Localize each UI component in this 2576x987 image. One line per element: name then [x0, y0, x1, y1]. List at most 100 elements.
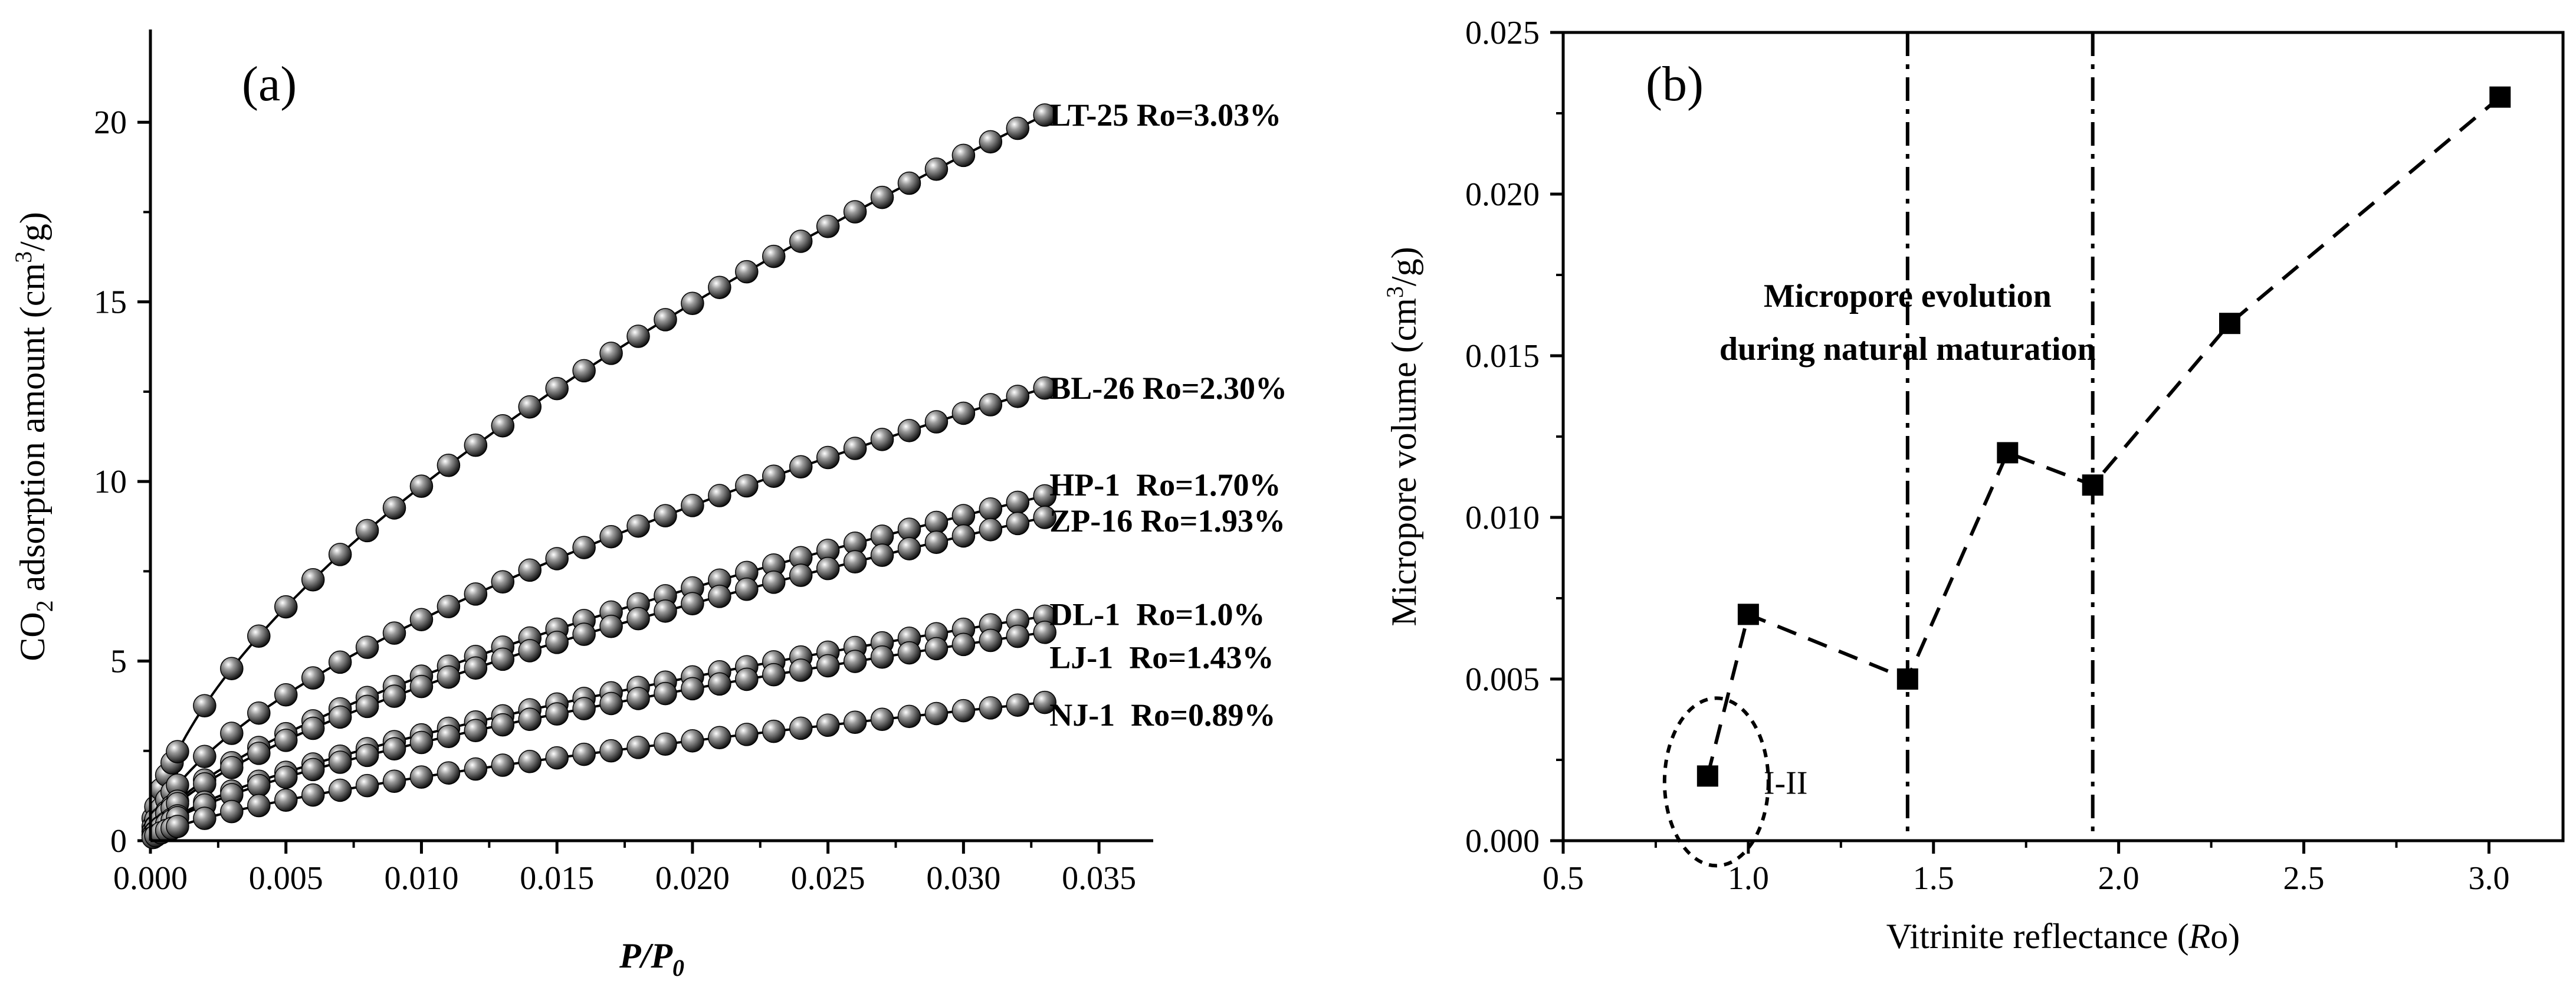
y-ticks-a: 0 5 10 15 20 — [94, 104, 150, 860]
data-point — [328, 778, 352, 802]
y-tick-label: 0 — [110, 823, 127, 860]
x-axis-label-b: Vitrinite reflectance (Ro) — [1886, 917, 2240, 956]
data-point — [843, 550, 867, 574]
series-label: DL-1 Ro=1.0% — [1049, 596, 1265, 632]
data-point — [654, 308, 677, 332]
data-point — [708, 726, 731, 750]
plot-frame-a — [150, 32, 1153, 841]
data-point — [897, 419, 921, 442]
data-point — [247, 701, 271, 725]
data-point — [545, 702, 569, 726]
x-tick-label: 1.0 — [1728, 860, 1769, 897]
x-tick-label: 0.020 — [655, 860, 730, 897]
data-point — [870, 428, 894, 451]
data-point — [816, 654, 840, 678]
micropore-trend-line — [1705, 96, 2502, 777]
data-point — [2082, 474, 2104, 496]
data-point — [328, 650, 352, 674]
y-ticks-b: 0.000 0.005 0.010 0.015 0.020 0.025 — [1465, 15, 1563, 860]
adsorption-points — [141, 103, 1056, 850]
data-point — [1006, 511, 1030, 536]
data-point — [708, 484, 731, 507]
data-point — [355, 519, 379, 543]
data-point — [491, 647, 515, 671]
data-point — [545, 746, 569, 770]
data-point — [437, 595, 461, 618]
data-point — [301, 716, 325, 740]
data-point — [247, 624, 271, 648]
data-point — [626, 514, 650, 538]
data-point — [409, 608, 434, 631]
data-point — [708, 276, 731, 299]
x-axis-label-a: P/P0 — [619, 936, 684, 981]
data-point — [870, 645, 894, 669]
data-point — [545, 547, 569, 570]
series-label: HP-1 Ro=1.70% — [1049, 467, 1281, 503]
panel-label-a: (a) — [242, 57, 297, 112]
series-label: ZP-16 Ro=1.93% — [1049, 503, 1285, 539]
series-line — [149, 516, 1045, 841]
data-point — [599, 342, 623, 365]
y-tick-label: 5 — [110, 644, 127, 680]
data-point — [491, 570, 515, 594]
data-point — [166, 815, 189, 838]
plot-frame-b — [1561, 31, 2565, 842]
data-point — [1737, 604, 1759, 625]
data-point — [166, 740, 189, 763]
data-point — [762, 570, 786, 594]
data-point — [328, 705, 352, 729]
data-point — [843, 710, 867, 734]
data-point — [897, 704, 921, 729]
series-label: LJ-1 Ro=1.43% — [1049, 640, 1274, 675]
data-point — [924, 530, 949, 554]
data-point — [951, 504, 976, 527]
data-point — [464, 757, 488, 781]
data-point — [654, 599, 677, 623]
data-point — [816, 445, 840, 470]
data-point — [355, 773, 379, 798]
y-tick-label: 0.025 — [1465, 15, 1540, 51]
data-point — [735, 578, 759, 601]
micropore-points — [1696, 86, 2511, 787]
series-line — [149, 701, 1045, 842]
data-point — [654, 504, 677, 527]
data-point — [979, 497, 1003, 521]
data-point — [1997, 442, 2019, 464]
series-label: LT-25 Ro=3.03% — [1049, 97, 1281, 133]
y-tick-label: 0.005 — [1465, 661, 1540, 698]
data-point — [328, 543, 352, 566]
data-point — [870, 707, 894, 731]
data-point — [220, 756, 244, 779]
data-point — [301, 758, 325, 782]
data-point — [816, 215, 840, 238]
data-point — [1033, 506, 1056, 529]
data-point — [437, 724, 461, 748]
data-point — [572, 622, 596, 646]
data-point — [681, 494, 704, 517]
data-point — [409, 474, 434, 498]
data-point — [1006, 116, 1030, 140]
data-point — [789, 563, 813, 587]
series-line — [149, 615, 1045, 841]
x-ticks-a: 0.000 0.005 0.010 0.015 0.020 0.025 0.030 0.035 — [113, 841, 1136, 897]
data-point — [979, 628, 1003, 652]
data-point — [437, 454, 461, 477]
data-point — [274, 729, 298, 752]
data-point — [437, 761, 461, 785]
data-point — [1006, 490, 1030, 514]
data-point — [599, 524, 623, 549]
annotation-line-2: during natural maturation — [1719, 331, 2096, 368]
data-point — [247, 773, 271, 798]
data-point — [355, 694, 379, 719]
x-tick-label: 0.035 — [1062, 860, 1136, 897]
data-point — [897, 171, 921, 195]
data-point — [193, 745, 216, 769]
data-point — [518, 558, 542, 582]
data-point — [2489, 86, 2511, 108]
data-point — [843, 650, 867, 673]
x-tick-label: 0.010 — [384, 860, 458, 897]
data-point — [274, 595, 298, 619]
data-point — [572, 697, 596, 720]
data-point — [274, 788, 298, 812]
